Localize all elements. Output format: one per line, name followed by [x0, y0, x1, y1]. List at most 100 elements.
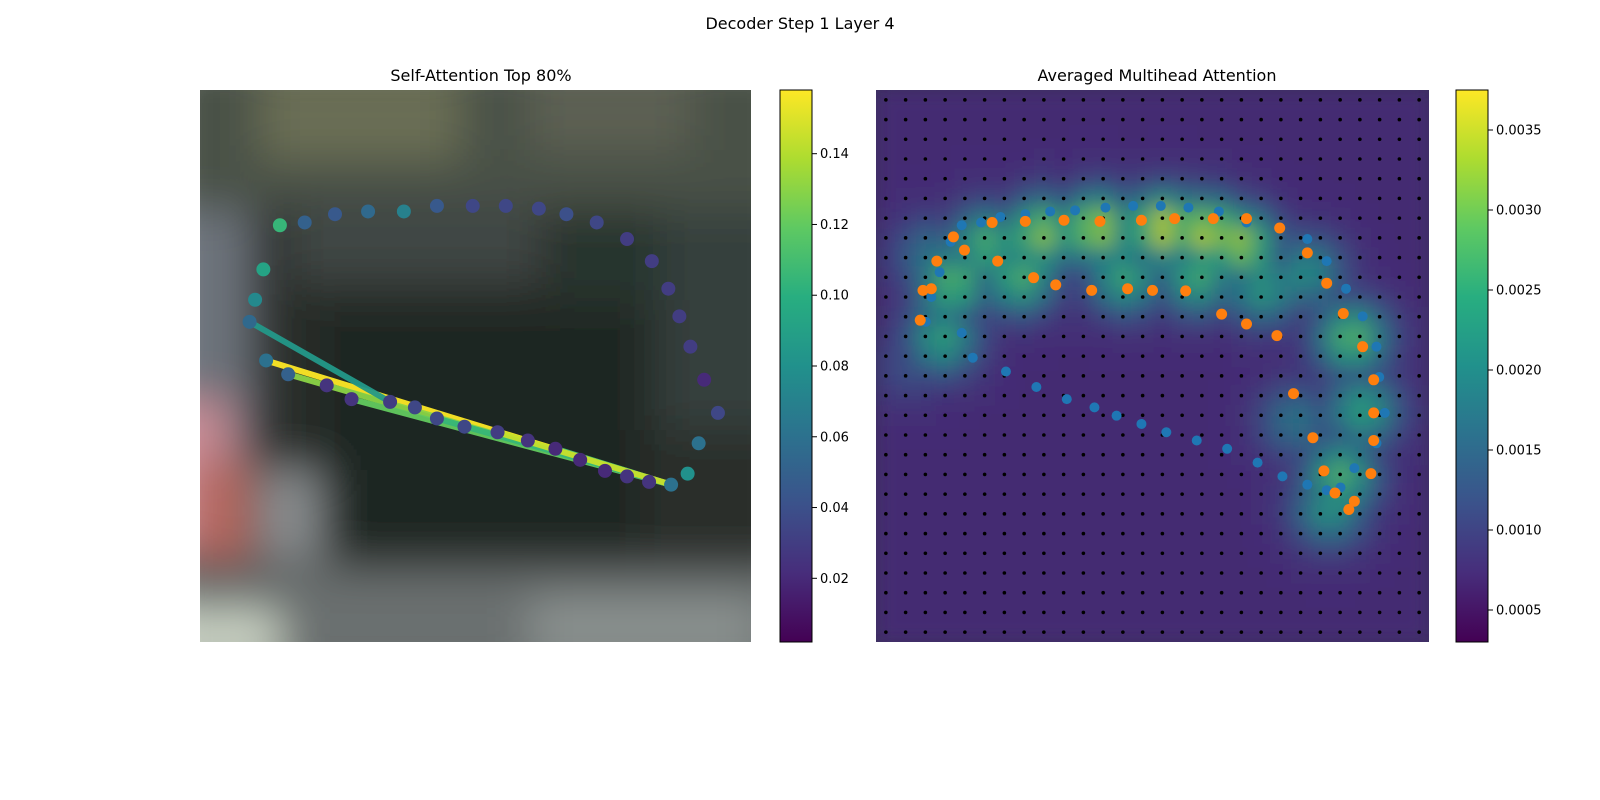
grid-dot — [1239, 512, 1244, 516]
grid-dot — [884, 98, 888, 102]
grid-dot — [1200, 295, 1204, 299]
grid-dot — [1101, 314, 1105, 319]
grid-dot — [1358, 157, 1362, 161]
grid-dot — [1022, 98, 1026, 102]
grid-dot — [1259, 374, 1263, 378]
grid-dot — [963, 117, 967, 122]
trajectory-point — [407, 400, 422, 415]
grid-dot — [1377, 137, 1382, 142]
orange-point — [1271, 330, 1283, 342]
grid-dot — [1081, 433, 1086, 437]
grid-dot — [1417, 236, 1421, 240]
grid-dot — [1002, 512, 1007, 516]
trajectory-point — [661, 281, 676, 296]
grid-dot — [1061, 236, 1066, 240]
grid-dot — [963, 354, 967, 358]
grid-dot — [943, 196, 947, 201]
grid-dot — [1239, 452, 1244, 457]
grid-dot — [1417, 334, 1421, 339]
grid-dot — [1318, 334, 1323, 339]
grid-dot — [943, 472, 947, 477]
grid-dot — [1140, 255, 1145, 260]
grid-dot — [1279, 610, 1283, 615]
grid-dot — [1279, 531, 1283, 536]
trajectory-point — [620, 469, 635, 484]
grid-dot — [1160, 531, 1165, 536]
grid-dot — [1279, 393, 1283, 398]
grid-dot — [1219, 551, 1224, 556]
orange-point — [1365, 468, 1377, 480]
orange-point — [1241, 318, 1253, 330]
grid-dot — [903, 630, 908, 634]
grid-dot — [1259, 275, 1263, 280]
grid-dot — [1338, 275, 1342, 280]
orange-point — [1348, 495, 1360, 507]
orange-point — [1241, 213, 1253, 225]
grid-dot — [884, 472, 888, 477]
grid-dot — [1377, 433, 1382, 437]
grid-dot — [903, 176, 908, 181]
grid-dot — [1121, 610, 1125, 615]
grid-dot — [1318, 295, 1323, 299]
grid-dot — [963, 255, 967, 260]
grid-dot — [1338, 117, 1342, 122]
grid-dot — [1101, 452, 1105, 457]
grid-dot — [1338, 295, 1342, 299]
grid-dot — [1338, 571, 1342, 575]
grid-dot — [1160, 492, 1165, 496]
orange-point — [947, 231, 959, 243]
grid-dot — [1298, 571, 1303, 575]
grid-dot — [1101, 137, 1105, 142]
grid-dot — [943, 531, 947, 536]
orange-point — [986, 216, 998, 228]
grid-dot — [1417, 590, 1421, 595]
grid-dot — [1121, 176, 1125, 181]
grid-dot — [1101, 551, 1105, 556]
grid-dot — [982, 176, 987, 181]
grid-dot — [1239, 630, 1244, 634]
grid-dot — [884, 196, 888, 201]
grid-dot — [1002, 571, 1007, 575]
grid-dot — [903, 452, 908, 457]
grid-dot — [1042, 196, 1046, 201]
grid-dot — [1377, 590, 1382, 595]
trajectory-point — [548, 441, 563, 456]
grid-dot — [1397, 236, 1402, 240]
grid-dot — [943, 393, 947, 398]
trajectory-point — [259, 353, 274, 368]
grid-dot — [1140, 374, 1145, 378]
grid-dot — [1121, 452, 1125, 457]
grid-dot — [1101, 492, 1105, 496]
grid-dot — [884, 512, 888, 516]
grid-dot — [1219, 157, 1224, 161]
grid-dot — [1042, 610, 1046, 615]
grid-dot — [903, 137, 908, 142]
grid-dot — [1338, 157, 1342, 161]
grid-dot — [1239, 314, 1244, 319]
grid-dot — [1358, 137, 1362, 142]
grid-dot — [1298, 295, 1303, 299]
grid-dot — [1200, 137, 1204, 142]
grid-dot — [1279, 98, 1283, 102]
grid-dot — [903, 531, 908, 536]
grid-dot — [1279, 413, 1283, 418]
grid-dot — [943, 374, 947, 378]
grid-dot — [1417, 157, 1421, 161]
grid-dot — [1101, 255, 1105, 260]
colorbar-tick-label: 0.08 — [820, 360, 849, 375]
grid-dot — [1121, 98, 1125, 102]
grid-dot — [923, 512, 928, 516]
grid-dot — [1377, 610, 1382, 615]
background-image — [200, 90, 751, 642]
grid-dot — [1121, 157, 1125, 161]
blue-point — [1222, 443, 1233, 454]
grid-dot — [1180, 452, 1184, 457]
grid-dot — [1318, 275, 1323, 280]
grid-dot — [1397, 452, 1402, 457]
grid-dot — [1061, 255, 1066, 260]
grid-dot — [963, 630, 967, 634]
grid-dot — [1377, 551, 1382, 556]
right-panel-title: Averaged Multihead Attention — [1038, 66, 1277, 85]
grid-dot — [1022, 610, 1026, 615]
grid-dot — [1417, 295, 1421, 299]
